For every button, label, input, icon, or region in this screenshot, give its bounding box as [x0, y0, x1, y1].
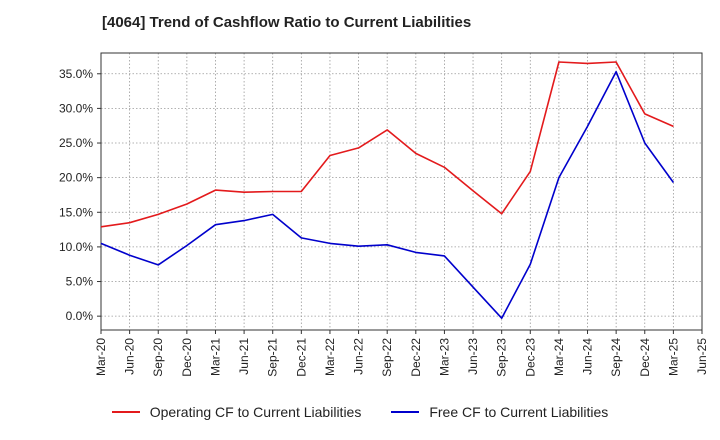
- x-tick-label: Mar-24: [552, 338, 566, 376]
- x-tick-label: Mar-21: [208, 338, 222, 376]
- x-tick-label: Mar-20: [94, 338, 108, 376]
- chart-title: [4064] Trend of Cashflow Ratio to Curren…: [102, 14, 472, 31]
- x-tick-label: Mar-23: [437, 338, 451, 376]
- x-tick-label: Jun-20: [123, 338, 137, 375]
- x-tick-label: Sep-23: [495, 338, 509, 377]
- plot-frame: [100, 52, 703, 331]
- series-lines: [100, 61, 675, 320]
- x-tick-label: Jun-21: [237, 338, 251, 375]
- legend-item-free-cf: Free CF to Current Liabilities: [391, 404, 608, 420]
- y-tick-label: 25.0%: [59, 136, 93, 150]
- legend-label-free-cf: Free CF to Current Liabilities: [429, 404, 609, 420]
- legend-item-operating-cf: Operating CF to Current Liabilities: [111, 404, 362, 420]
- y-tick-label: 15.0%: [59, 205, 93, 219]
- x-tick-label: Sep-20: [151, 338, 165, 377]
- x-tick-label: Mar-22: [323, 338, 337, 376]
- y-tick-label: 30.0%: [59, 101, 93, 115]
- x-tick-label: Dec-24: [638, 338, 652, 377]
- legend: Operating CF to Current Liabilities Free…: [0, 404, 720, 420]
- x-tick-label: Sep-24: [609, 338, 623, 377]
- x-tick-label: Dec-21: [294, 338, 308, 377]
- x-tick-label: Jun-23: [466, 338, 480, 375]
- y-tick-label: 10.0%: [59, 240, 93, 254]
- y-tick-label: 20.0%: [59, 171, 93, 185]
- x-tick-label: Sep-21: [266, 338, 280, 377]
- series-line-free-cf: [100, 70, 675, 320]
- y-tick-label: 5.0%: [66, 275, 94, 289]
- legend-label-operating-cf: Operating CF to Current Liabilities: [149, 404, 362, 420]
- x-tick-label: Dec-22: [409, 338, 423, 377]
- series-line-operating-cf: [100, 61, 674, 228]
- y-tick-label: 0.0%: [66, 309, 94, 323]
- axes: [97, 52, 703, 334]
- x-tick-label: Dec-20: [180, 338, 194, 377]
- x-tick-label: Dec-23: [523, 338, 537, 377]
- legend-swatch-free-cf: [391, 411, 420, 413]
- legend-swatch-operating-cf: [111, 411, 140, 413]
- x-tick-label: Jun-24: [581, 338, 595, 375]
- x-tick-label: Sep-22: [380, 338, 394, 377]
- x-tick-label: Jun-25: [695, 338, 709, 375]
- y-tick-label: 35.0%: [59, 67, 93, 81]
- x-tick-label: Jun-22: [352, 338, 366, 375]
- grid-lines: [100, 53, 703, 330]
- x-tick-label: Mar-25: [666, 338, 680, 376]
- tick-labels: 0.0% 5.0% 10.0% 15.0% 20.0% 25.0% 30.0% 35.0% Ma…: [59, 67, 709, 377]
